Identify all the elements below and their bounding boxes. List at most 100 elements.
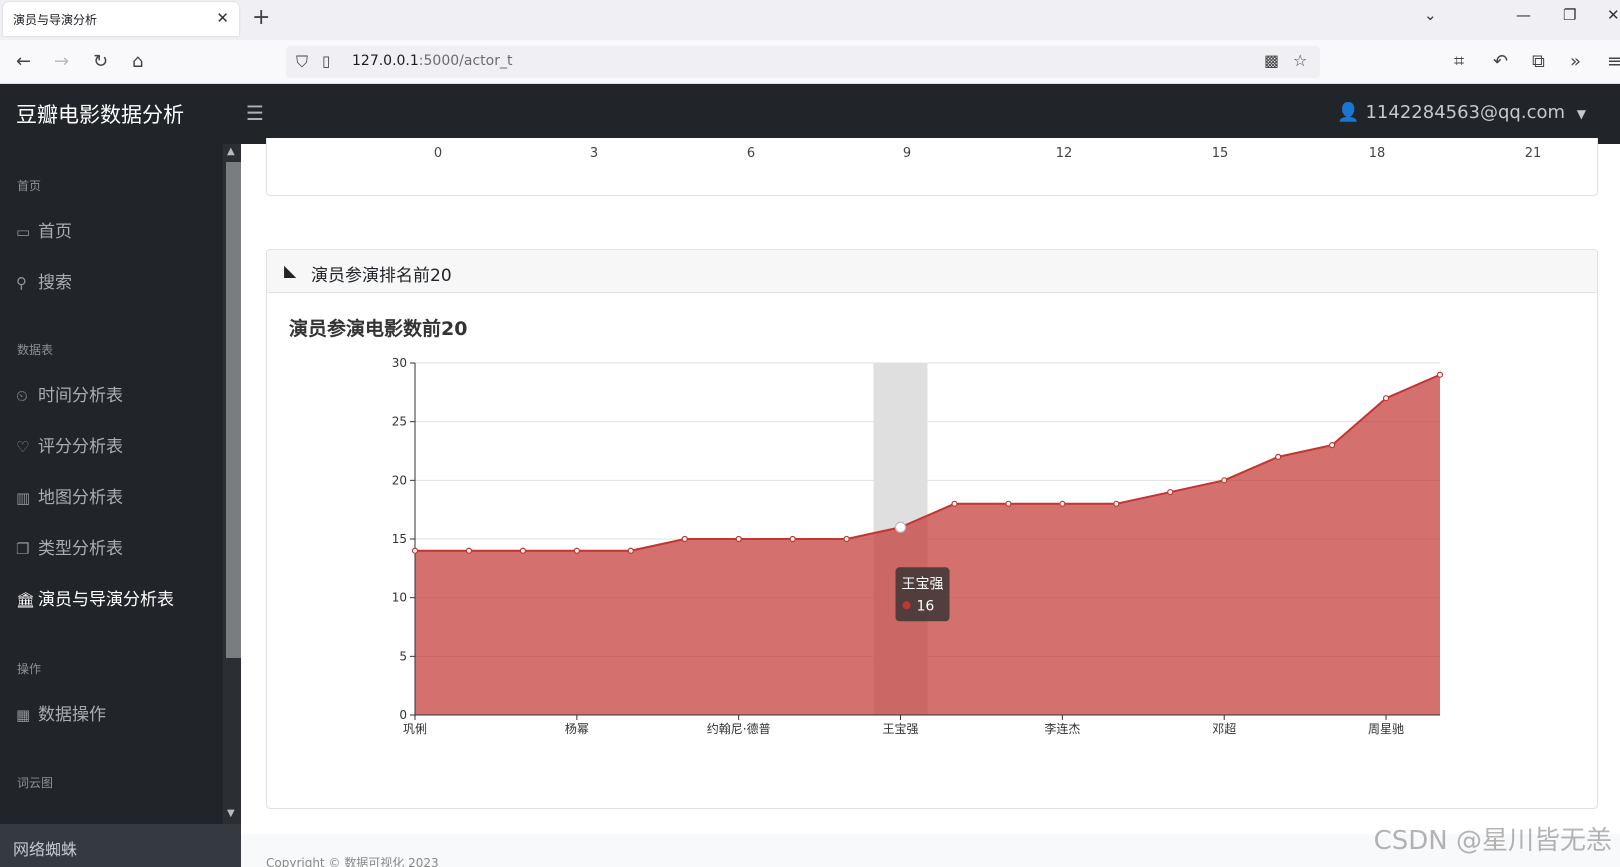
sidebar-scrollbar[interactable]: ▲ ▼ [223,144,241,824]
sidebar-heading: 首页 [17,179,42,193]
back-icon[interactable]: ← [16,51,32,72]
url-bar[interactable]: ⛉ ▯ 127.0.0.1:5000/actor_t ▩ ☆ [286,46,1320,78]
data-point [951,500,958,507]
sidebar-heading: 操作 [17,662,42,676]
tab-title: 演员与导演分析 [13,13,98,27]
axis-tick-label: 6 [746,146,756,161]
y-tick-label: 20 [392,473,407,487]
sidebar: 首页 ▭ 首页 ⚲ 搜索 数据表 ⏲ 时间分析表 ♡ 评分分析表 ▥ 地图分析表 ❐ 类型分… [0,144,241,867]
card-title: 演员参演排名前20 [311,266,452,286]
sidebar-item-label: 评分分析表 [38,437,123,457]
data-point [627,547,634,554]
close-window-icon[interactable]: ✕ [1607,6,1620,24]
page-icon[interactable]: ▯ [322,52,331,70]
search-icon: ⚲ [16,274,27,292]
watermark: CSDN @星川皆无恙 [1373,826,1612,856]
sidebar-item-search[interactable]: ⚲ 搜索 [16,271,72,295]
sidebar-item-label: 时间分析表 [38,386,123,406]
x-tick-label: 巩俐 [403,722,427,736]
data-point [1329,442,1336,449]
axis-tick-label: 9 [902,146,912,161]
scroll-down-icon[interactable]: ▼ [227,808,235,819]
data-point [465,547,473,554]
tooltip-category: 王宝强 [902,576,944,592]
bank-icon: 🏛 [16,591,36,609]
main-content: 0 3 6 9 12 15 18 21 ◣ 演员参演排名前20 演员参演电影数前… [241,138,1620,867]
sidebar-item-map[interactable]: ▥ 地图分析表 [16,486,123,510]
page-footer: Copyright © 数据可视化 2023 [241,834,1620,867]
qr-code-icon[interactable]: ▩ [1264,51,1280,70]
sidebar-item-score[interactable]: ♡ 评分分析表 [16,435,123,459]
sidebar-heading: 词云图 [17,776,54,790]
sidebar-item-label: 演员与导演分析表 [38,590,174,610]
x-tick-label: 周星驰 [1368,722,1404,736]
y-tick-label: 10 [392,591,407,605]
axis-tick-label: 12 [1055,146,1073,161]
browser-navbar: ← → ↻ ⌂ ⛉ ▯ 127.0.0.1:5000/actor_t ▩ ☆ ⌗… [0,40,1620,84]
data-point [843,535,850,543]
browser-tab[interactable]: 演员与导演分析 ✕ [3,2,239,36]
card-header: ◣ 演员参演排名前20 [267,250,1597,293]
bookmark-star-icon[interactable]: ☆ [1293,51,1308,70]
new-tab-button[interactable]: + [252,5,271,30]
sidebar-heading: 数据表 [17,343,54,357]
y-tick-label: 25 [392,415,407,429]
previous-chart-card: 0 3 6 9 12 15 18 21 [266,138,1598,196]
forward-icon[interactable]: → [54,51,70,72]
sidebar-toggle-icon[interactable]: ☰ [246,101,264,125]
sidebar-item-label: 首页 [38,222,72,242]
minimize-icon[interactable]: — [1516,6,1531,24]
x-tick-label: 王宝强 [883,722,919,736]
url-text[interactable]: 127.0.0.1:5000/actor_t [352,53,513,69]
y-tick-label: 5 [399,649,407,663]
undo-icon[interactable]: ↶ [1493,51,1509,72]
heart-icon: ♡ [16,438,30,456]
sidebar-footer: 网络蜘蛛 [0,824,241,867]
sidebar-item-label: 数据操作 [38,705,106,725]
reload-icon[interactable]: ↻ [93,51,109,72]
data-point [894,521,907,533]
sidebar-item-home[interactable]: ▭ 首页 [16,220,72,244]
clock-icon: ⏲ [16,387,28,405]
data-point [1167,488,1174,496]
data-point [1005,500,1012,507]
data-point [1436,371,1444,378]
monitor-icon: ▭ [16,223,31,241]
user-menu[interactable]: 👤 1142284563@qq.com ▼ [1337,102,1586,123]
x-tick-label: 邓超 [1212,721,1236,736]
area-chart-icon: ◣ [284,261,297,280]
map-icon: ▥ [16,489,31,507]
tab-close-icon[interactable]: ✕ [216,9,229,27]
series-line [415,373,1441,552]
sidebar-item-type[interactable]: ❐ 类型分析表 [16,537,123,561]
shield-icon[interactable]: ⛉ [296,52,309,71]
menu-icon[interactable]: ≡ [1607,51,1620,72]
brand-title[interactable]: 豆瓣电影数据分析 [16,103,184,127]
more-tools-icon[interactable]: » [1570,51,1582,72]
data-point [1382,395,1390,402]
crop-icon[interactable]: ⌗ [1454,51,1465,72]
data-point [1059,500,1066,507]
copy-icon: ❐ [16,540,30,558]
x-tick-label: 约翰尼·德普 [707,721,771,736]
user-icon: 👤 [1337,102,1360,123]
sidebar-item-label: 搜索 [38,273,72,293]
actor-ranking-card: ◣ 演员参演排名前20 演员参演电影数前20 0 5 10 15 20 25 30 巩俐 杨幂 约… [266,249,1598,809]
sidebar-item-time[interactable]: ⏲ 时间分析表 [16,384,123,408]
sidebar-item-data-ops[interactable]: ▦ 数据操作 [16,703,106,727]
scroll-up-icon[interactable]: ▲ [227,146,235,157]
data-point [789,535,796,543]
axis-tick-label: 0 [433,146,443,161]
tab-list-icon[interactable]: ⌄ [1424,6,1437,24]
data-point [1221,477,1228,484]
x-tick-label: 李连杰 [1044,721,1080,736]
home-icon[interactable]: ⌂ [132,51,144,72]
sidebar-item-actor-director[interactable]: 🏛 演员与导演分析表 [16,588,174,612]
extensions-icon[interactable]: ⧉ [1532,51,1545,72]
user-email: 1142284563@qq.com [1365,102,1566,123]
data-point [1113,500,1120,507]
restore-icon[interactable]: ❐ [1563,6,1577,24]
scrollbar-thumb[interactable] [226,162,241,658]
